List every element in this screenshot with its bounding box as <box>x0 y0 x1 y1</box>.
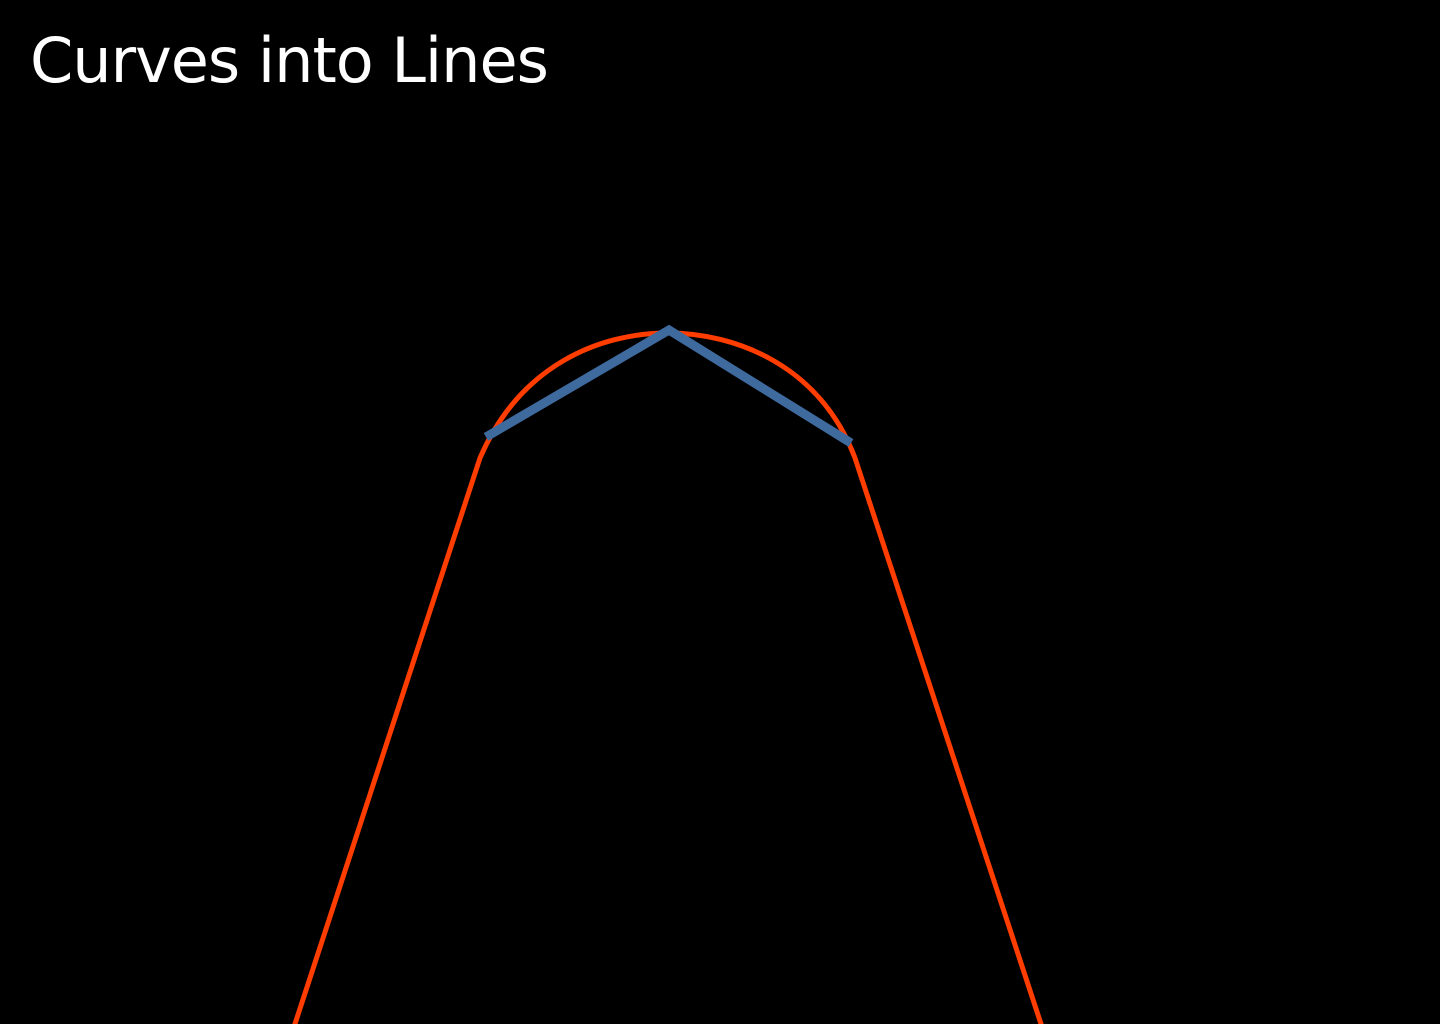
blue-line-approximation <box>483 324 854 447</box>
red-curve <box>292 330 1044 1024</box>
slide-title: Curves into Lines <box>30 24 549 97</box>
